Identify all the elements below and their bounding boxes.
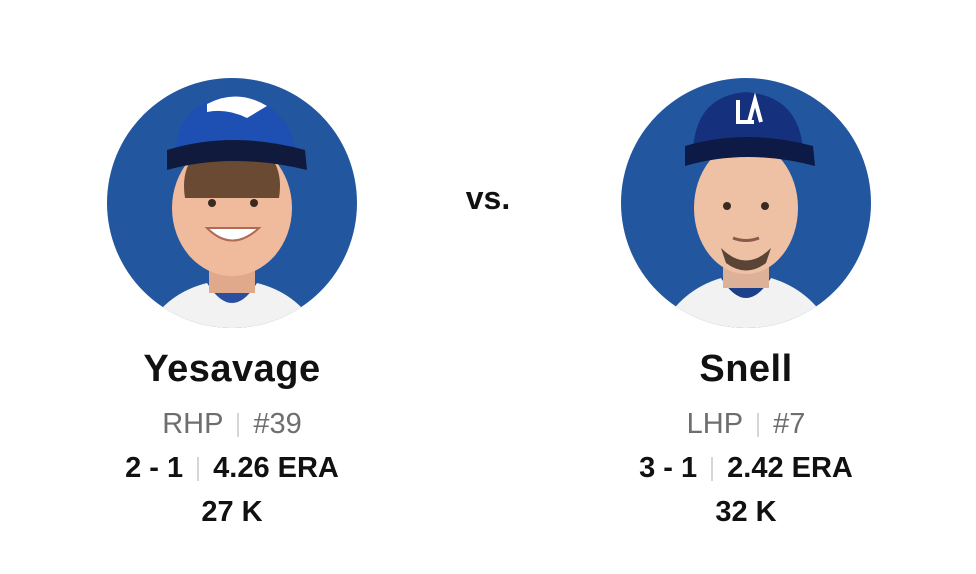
throws: LHP <box>686 408 744 440</box>
record: 2 - 1 <box>125 452 184 484</box>
era: 2.42 ERA <box>727 452 853 484</box>
jersey-number: #39 <box>253 408 302 440</box>
pitcher-name: Yesavage <box>143 348 321 390</box>
pitcher-stats: 2 - 1 4.26 ERA <box>22 452 442 485</box>
pitcher-info: LHP #7 <box>536 408 956 441</box>
throws: RHP <box>162 408 224 440</box>
separator <box>197 456 200 481</box>
record: 3 - 1 <box>639 452 698 484</box>
strikeouts: 27 K <box>201 496 263 528</box>
pitcher-photo <box>621 78 871 328</box>
separator <box>237 412 240 437</box>
separator <box>711 456 714 481</box>
era: 4.26 ERA <box>213 452 339 484</box>
pitcher-info: RHP #39 <box>22 408 442 441</box>
pitcher-stats: 3 - 1 2.42 ERA <box>536 452 956 485</box>
pitcher-photo <box>107 78 357 328</box>
pitcher-name: Snell <box>699 348 793 390</box>
strikeouts: 32 K <box>715 496 777 528</box>
versus-label: vs. <box>465 180 511 216</box>
separator <box>757 412 760 437</box>
jersey-number: #7 <box>773 408 806 440</box>
